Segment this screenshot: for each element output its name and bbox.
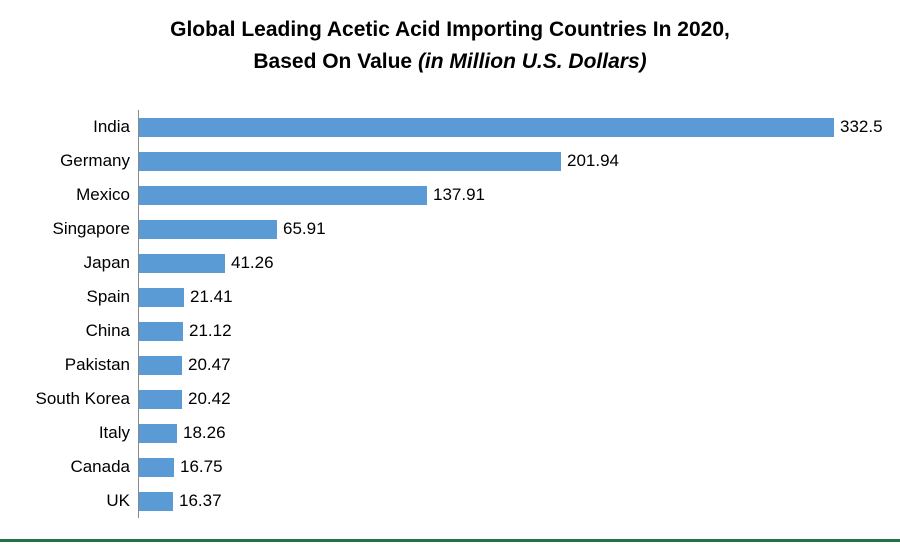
value-label: 41.26 bbox=[231, 253, 274, 272]
bar bbox=[139, 287, 184, 307]
value-label: 137.91 bbox=[433, 185, 485, 204]
value-label: 21.41 bbox=[190, 287, 233, 306]
category-label: Mexico bbox=[76, 185, 130, 204]
category-label: UK bbox=[106, 491, 130, 510]
bar-row: Germany 201.94 bbox=[0, 144, 900, 178]
bar-row: Spain 21.41 bbox=[0, 280, 900, 314]
bar bbox=[139, 423, 177, 443]
category-label: Japan bbox=[83, 253, 130, 272]
chart-title-line2: Based On Value (in Million U.S. Dollars) bbox=[0, 46, 900, 78]
bar-row: South Korea 20.42 bbox=[0, 382, 900, 416]
bar-row: China 21.12 bbox=[0, 314, 900, 348]
bar-track: 21.41 bbox=[138, 280, 900, 314]
value-label: 16.75 bbox=[180, 457, 223, 476]
category-label: Pakistan bbox=[64, 355, 130, 374]
bar-chart: India 332.5 Germany 201.94 Mexico 137.91 Singa… bbox=[0, 110, 900, 518]
bar-track: 16.75 bbox=[138, 450, 900, 484]
chart-title-line2-text: Based On Value bbox=[253, 49, 418, 73]
category-label: China bbox=[85, 321, 130, 340]
bar-row: Canada 16.75 bbox=[0, 450, 900, 484]
category-label: Spain bbox=[86, 287, 130, 306]
category-label: India bbox=[93, 117, 130, 136]
value-label: 16.37 bbox=[179, 491, 222, 510]
bar bbox=[139, 253, 225, 273]
chart-title-line1: Global Leading Acetic Acid Importing Cou… bbox=[170, 18, 730, 41]
bar bbox=[139, 117, 834, 137]
category-label: Italy bbox=[98, 423, 130, 442]
chart-title-units: (in Million U.S. Dollars) bbox=[417, 49, 647, 73]
bar bbox=[139, 321, 183, 341]
category-label: Germany bbox=[60, 151, 130, 170]
bar-track: 65.91 bbox=[138, 212, 900, 246]
value-label: 20.47 bbox=[188, 355, 231, 374]
bar-track: 21.12 bbox=[138, 314, 900, 348]
bar bbox=[139, 355, 182, 375]
bar bbox=[139, 457, 174, 477]
bar-track: 41.26 bbox=[138, 246, 900, 280]
bar bbox=[139, 389, 182, 409]
category-label: South Korea bbox=[35, 389, 130, 408]
bar bbox=[139, 151, 561, 171]
bar-track: 16.37 bbox=[138, 484, 900, 518]
bar-row: Mexico 137.91 bbox=[0, 178, 900, 212]
bar-row: India 332.5 bbox=[0, 110, 900, 144]
category-label: Canada bbox=[70, 457, 130, 476]
bar bbox=[139, 185, 427, 205]
bar-track: 20.47 bbox=[138, 348, 900, 382]
value-label: 65.91 bbox=[283, 219, 326, 238]
category-label: Singapore bbox=[52, 219, 130, 238]
bar-track: 18.26 bbox=[138, 416, 900, 450]
value-label: 332.5 bbox=[840, 117, 883, 136]
value-label: 18.26 bbox=[183, 423, 226, 442]
bar-track: 201.94 bbox=[138, 144, 900, 178]
chart-title: Global Leading Acetic Acid Importing Cou… bbox=[0, 0, 900, 77]
value-label: 201.94 bbox=[567, 151, 619, 170]
bar-row: UK 16.37 bbox=[0, 484, 900, 518]
bar-track: 20.42 bbox=[138, 382, 900, 416]
bar-track: 137.91 bbox=[138, 178, 900, 212]
bar bbox=[139, 219, 277, 239]
bar bbox=[139, 491, 173, 511]
value-label: 21.12 bbox=[189, 321, 232, 340]
bar-row: Pakistan 20.47 bbox=[0, 348, 900, 382]
value-label: 20.42 bbox=[188, 389, 231, 408]
bar-row: Japan 41.26 bbox=[0, 246, 900, 280]
bottom-border-line bbox=[0, 539, 900, 542]
bar-row: Singapore 65.91 bbox=[0, 212, 900, 246]
bar-row: Italy 18.26 bbox=[0, 416, 900, 450]
bar-track: 332.5 bbox=[138, 110, 900, 144]
